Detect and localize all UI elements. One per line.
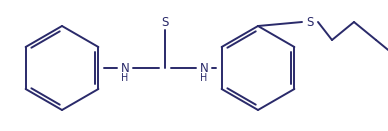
Text: S: S (161, 15, 169, 29)
Text: S: S (306, 15, 314, 29)
Text: H: H (121, 73, 129, 83)
Text: H: H (200, 73, 208, 83)
Text: N: N (199, 61, 208, 75)
Text: N: N (121, 61, 129, 75)
